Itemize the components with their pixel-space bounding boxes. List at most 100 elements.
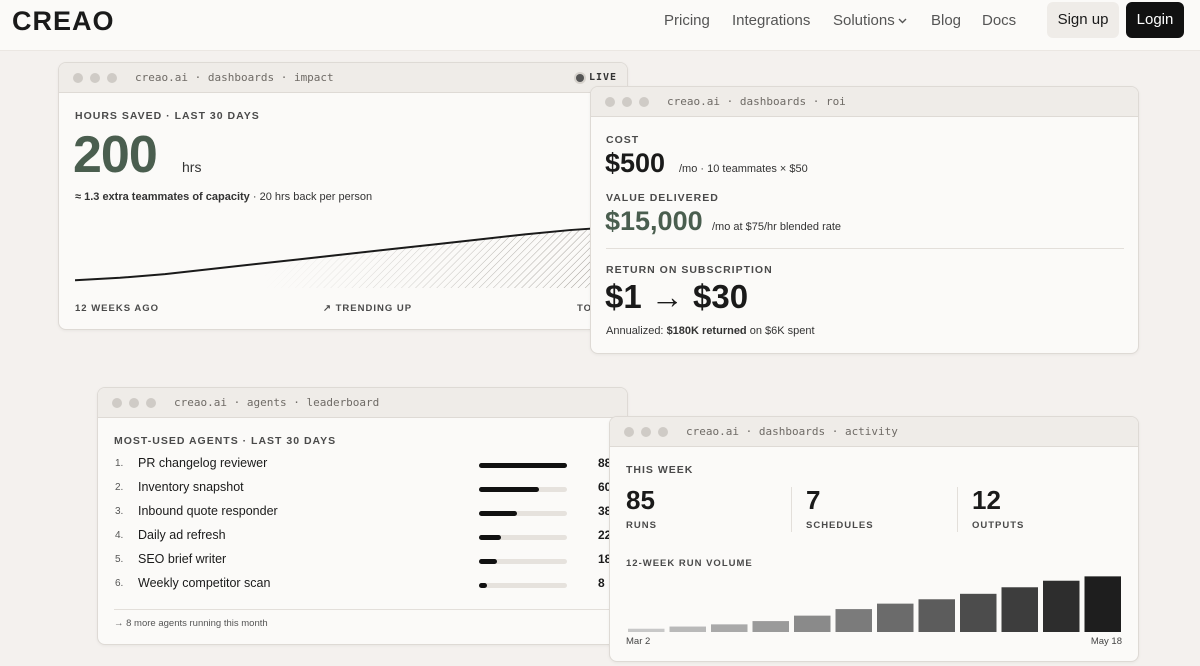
axis-middle: TRENDING UP: [335, 303, 413, 314]
window-dot: [622, 97, 632, 107]
volume-bar: [918, 599, 955, 632]
stat-label: SCHEDULES: [806, 520, 874, 531]
axis-start: Mar 2: [626, 636, 651, 647]
annual-suffix: on $6K spent: [749, 325, 815, 337]
volume-bar: [711, 624, 748, 632]
window-title: creao.ai · dashboards · impact: [135, 71, 334, 84]
bar: [479, 559, 497, 564]
volume-bar: [752, 621, 789, 632]
trend-area: [75, 226, 615, 288]
axis-start: 12 WEEKS AGO: [75, 303, 159, 314]
return-label: RETURN ON SUBSCRIPTION: [606, 264, 773, 276]
window-dot: [90, 73, 100, 83]
agent-value: 60: [598, 480, 612, 494]
bar: [479, 583, 487, 588]
live-dot: [576, 74, 584, 82]
volume-chart: [628, 576, 1121, 632]
annual-prefix: Annualized:: [606, 325, 664, 337]
volume-bar: [1084, 576, 1121, 632]
chevron: [898, 18, 907, 24]
window-title: creao.ai · dashboards · activity: [686, 425, 898, 438]
activity-card: creao.ai · dashboards · activity THIS WE…: [609, 416, 1139, 662]
window-dot: [112, 398, 122, 408]
window-dot: [639, 97, 649, 107]
agent-name: Weekly competitor scan: [138, 576, 271, 590]
value-label: VALUE DELIVERED: [606, 192, 719, 204]
nav-link[interactable]: Blog: [931, 12, 962, 29]
live-label: LIVE: [589, 72, 618, 83]
bar: [479, 487, 539, 492]
rank: 1.: [115, 458, 124, 469]
value-note: /mo at $75/hr blended rate: [712, 221, 842, 233]
axis-end: May 18: [1090, 636, 1122, 647]
bar: [479, 535, 501, 540]
login-button[interactable]: Login: [1126, 2, 1184, 38]
window-dot: [146, 398, 156, 408]
nav-link[interactable]: Integrations: [732, 12, 811, 29]
agent-name: PR changelog reviewer: [138, 456, 268, 470]
nav-link[interactable]: Docs: [982, 12, 1017, 29]
logo[interactable]: CREAO: [12, 6, 115, 36]
window-bar: creao.ai · dashboards · impact LIVE: [59, 63, 627, 93]
metric-label: HOURS SAVED · LAST 30 DAYS: [75, 110, 260, 122]
window-title: creao.ai · dashboards · roi: [667, 95, 846, 108]
rank: 6.: [115, 578, 124, 589]
volume-bar: [794, 615, 831, 632]
window-dot: [641, 427, 651, 437]
rank: 3.: [115, 506, 124, 517]
volume-bar: [669, 626, 706, 632]
chart-label: 12-WEEK RUN VOLUME: [626, 558, 753, 569]
bar: [479, 511, 517, 516]
window-dot: [605, 97, 615, 107]
separator: [957, 487, 958, 532]
cost-label: COST: [606, 134, 640, 146]
nav-link[interactable]: Solutions: [833, 12, 895, 29]
agent-name: SEO brief writer: [138, 552, 227, 566]
volume-bar: [835, 609, 872, 632]
bar-track: [479, 583, 567, 588]
volume-bar: [1043, 580, 1080, 632]
leaderboard-card: creao.ai · agents · leaderboard MOST-USE…: [97, 387, 628, 645]
note: · 20 hrs back per person: [252, 191, 373, 203]
leaderboard-footer: → 8 more agents running this month: [114, 618, 268, 629]
cost-value: $500: [605, 148, 666, 178]
agent-value: 8: [598, 576, 605, 590]
stat-label: RUNS: [626, 520, 657, 531]
volume-bar: [877, 603, 914, 632]
window-dot: [624, 427, 634, 437]
agent-name: Inventory snapshot: [138, 480, 244, 494]
rank: 4.: [115, 530, 124, 541]
window-title: creao.ai · agents · leaderboard: [174, 396, 380, 409]
separator: [791, 487, 792, 532]
value-delivered: $15,000: [605, 206, 703, 236]
volume-bar: [628, 628, 665, 632]
agent-value: 18: [598, 552, 612, 566]
window-dot: [658, 427, 668, 437]
agent-value: 88: [598, 456, 612, 470]
metric-value: 200: [73, 126, 158, 184]
stat-value: 7: [806, 485, 821, 515]
agent-name: Inbound quote responder: [138, 504, 278, 518]
window-dot: [73, 73, 83, 83]
signup-button[interactable]: Sign up: [1047, 2, 1119, 38]
window-bar: creao.ai · dashboards · activity: [610, 417, 1138, 447]
agent-value: 22: [598, 528, 612, 542]
window-dot: [129, 398, 139, 408]
trend-line: [75, 225, 615, 282]
trend-chart: [75, 225, 615, 288]
rank: 2.: [115, 482, 124, 493]
nav-link[interactable]: Pricing: [664, 12, 710, 29]
leaderboard-label: MOST-USED AGENTS · LAST 30 DAYS: [114, 435, 337, 447]
roi-card: creao.ai · dashboards · roi COST $500 /m…: [590, 86, 1139, 354]
return-value: $1 → $30: [605, 278, 749, 315]
activity-label: THIS WEEK: [626, 464, 694, 476]
bar-track: [479, 535, 567, 540]
metric-unit: hrs: [182, 159, 202, 175]
window-dot: [107, 73, 117, 83]
agent-name: Daily ad refresh: [138, 528, 226, 542]
cost-note: /mo · 10 teammates × $50: [679, 163, 808, 175]
divider: [114, 609, 612, 610]
stat-value: 12: [972, 485, 1001, 515]
bar-track: [479, 559, 567, 564]
